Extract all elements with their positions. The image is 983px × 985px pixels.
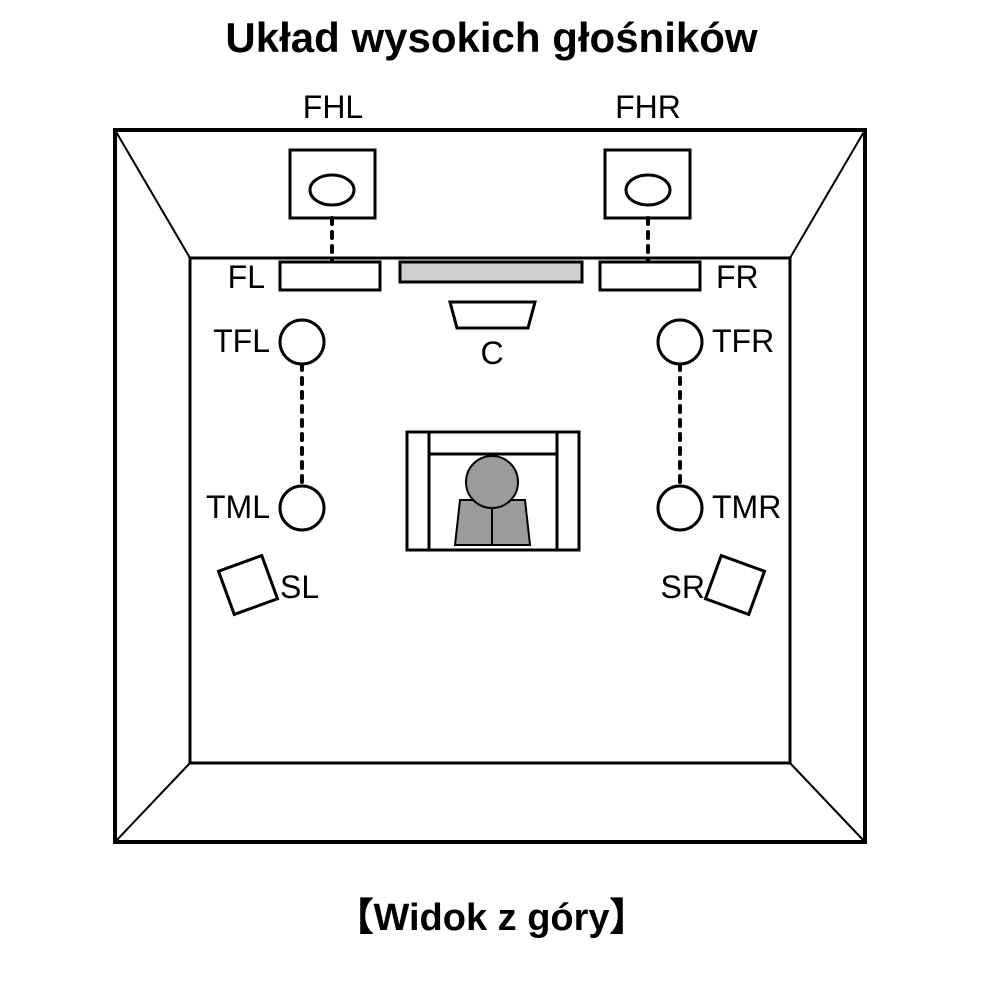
- label-TFL: TFL: [213, 323, 270, 359]
- ceiling-speaker-tmr: [658, 486, 702, 530]
- label-C: C: [480, 335, 503, 371]
- speaker-fr: [600, 262, 700, 290]
- diagram-title: Układ wysokich głośników: [225, 14, 757, 61]
- label-FHR: FHR: [615, 89, 681, 125]
- label-FHL: FHL: [303, 89, 363, 125]
- label-TML: TML: [206, 489, 270, 525]
- ceiling-speaker-tfr: [658, 320, 702, 364]
- ceiling-speaker-tfl: [280, 320, 324, 364]
- label-TFR: TFR: [712, 323, 774, 359]
- speaker-fl: [280, 262, 380, 290]
- front-height-speaker-left: [290, 150, 375, 218]
- label-SL: SL: [280, 569, 319, 605]
- label-FR: FR: [716, 259, 759, 295]
- center-speaker: [450, 302, 535, 328]
- label-FL: FL: [228, 259, 265, 295]
- label-SR: SR: [661, 569, 705, 605]
- diagram-subtitle: 【Widok z góry】: [335, 897, 647, 939]
- ceiling-speaker-tml: [280, 486, 324, 530]
- front-height-speaker-right: [605, 150, 690, 218]
- screen-bar: [400, 262, 582, 282]
- label-TMR: TMR: [712, 489, 781, 525]
